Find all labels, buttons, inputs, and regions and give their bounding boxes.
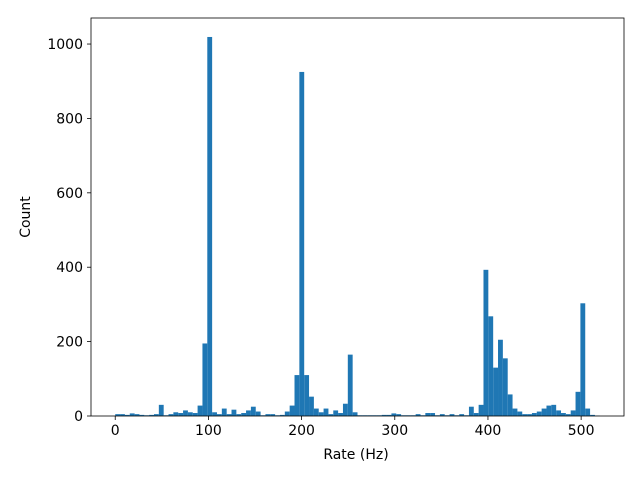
bar	[294, 375, 300, 416]
bar	[134, 414, 140, 416]
x-tick-label: 0	[111, 423, 120, 439]
bar	[178, 413, 184, 416]
bar	[241, 413, 247, 416]
x-tick-label: 500	[568, 423, 595, 439]
bar	[221, 408, 227, 416]
bar	[502, 358, 508, 416]
bar	[527, 414, 532, 416]
bar	[255, 411, 261, 416]
bar	[226, 414, 232, 416]
bar	[270, 414, 276, 416]
x-tick-label: 200	[288, 423, 315, 439]
x-tick-label: 400	[475, 423, 502, 439]
bar	[149, 414, 154, 416]
y-tick-label: 1000	[47, 37, 83, 53]
bar	[250, 406, 256, 416]
bar	[347, 354, 353, 416]
bar	[309, 396, 314, 416]
bar	[352, 412, 358, 416]
bar	[323, 408, 329, 416]
bar	[279, 414, 285, 416]
bar	[531, 413, 537, 416]
bar	[439, 414, 445, 416]
bar	[304, 375, 310, 416]
bar	[396, 414, 402, 416]
bar	[342, 403, 348, 416]
bar	[289, 405, 295, 416]
bar	[425, 413, 431, 416]
bar	[192, 413, 198, 416]
bar	[449, 414, 455, 416]
y-tick-label: 600	[56, 186, 83, 202]
bar	[313, 408, 319, 416]
bar	[556, 410, 562, 416]
bar	[546, 405, 552, 416]
bar	[570, 410, 576, 416]
bar	[216, 414, 222, 416]
bar	[512, 408, 518, 416]
bar	[197, 405, 203, 416]
bar	[153, 414, 159, 416]
bar	[517, 411, 523, 416]
bar	[551, 404, 557, 416]
x-tick-label: 300	[381, 423, 408, 439]
x-tick-label: 100	[195, 423, 222, 439]
bar	[236, 414, 242, 416]
bar	[183, 410, 188, 416]
y-tick-label: 800	[56, 111, 83, 127]
bar	[536, 411, 542, 416]
bar	[386, 414, 392, 416]
bar	[173, 412, 179, 416]
bar	[207, 36, 213, 416]
bar	[265, 414, 271, 416]
plot-frame	[90, 17, 625, 417]
bar	[483, 269, 489, 416]
bar	[468, 406, 474, 416]
bar	[212, 412, 217, 416]
bar	[541, 408, 547, 416]
bar	[473, 413, 479, 416]
bar	[231, 409, 237, 416]
bar	[585, 408, 591, 416]
bar	[299, 71, 305, 417]
bar	[115, 414, 121, 416]
bar	[590, 414, 595, 416]
bar	[459, 414, 465, 416]
y-tick-label: 0	[74, 409, 83, 425]
bar	[338, 413, 343, 416]
bar	[246, 410, 251, 416]
bar	[284, 411, 290, 416]
bar	[478, 404, 484, 416]
bar	[415, 414, 421, 416]
bar	[187, 412, 193, 416]
bar	[498, 339, 503, 416]
bar	[202, 343, 208, 416]
bar	[580, 303, 586, 416]
bar	[561, 413, 566, 416]
bar	[391, 413, 397, 416]
bar	[575, 391, 581, 416]
y-tick-label: 200	[56, 335, 83, 351]
bar	[430, 413, 436, 416]
bar	[507, 394, 513, 416]
x-axis-label: Rate (Hz)	[323, 447, 388, 463]
bar	[129, 413, 135, 416]
bar	[158, 404, 164, 416]
bar	[381, 414, 387, 416]
bar	[120, 414, 125, 416]
bar	[139, 414, 145, 416]
bar	[522, 414, 528, 416]
bar	[318, 412, 324, 416]
bar	[124, 414, 130, 416]
bar	[488, 316, 494, 416]
bar	[328, 414, 334, 416]
bar	[168, 414, 174, 416]
bar	[565, 414, 571, 416]
bar	[333, 410, 339, 416]
y-axis-label: Count	[18, 196, 34, 238]
y-tick-label: 400	[56, 260, 83, 276]
bar	[493, 367, 499, 416]
